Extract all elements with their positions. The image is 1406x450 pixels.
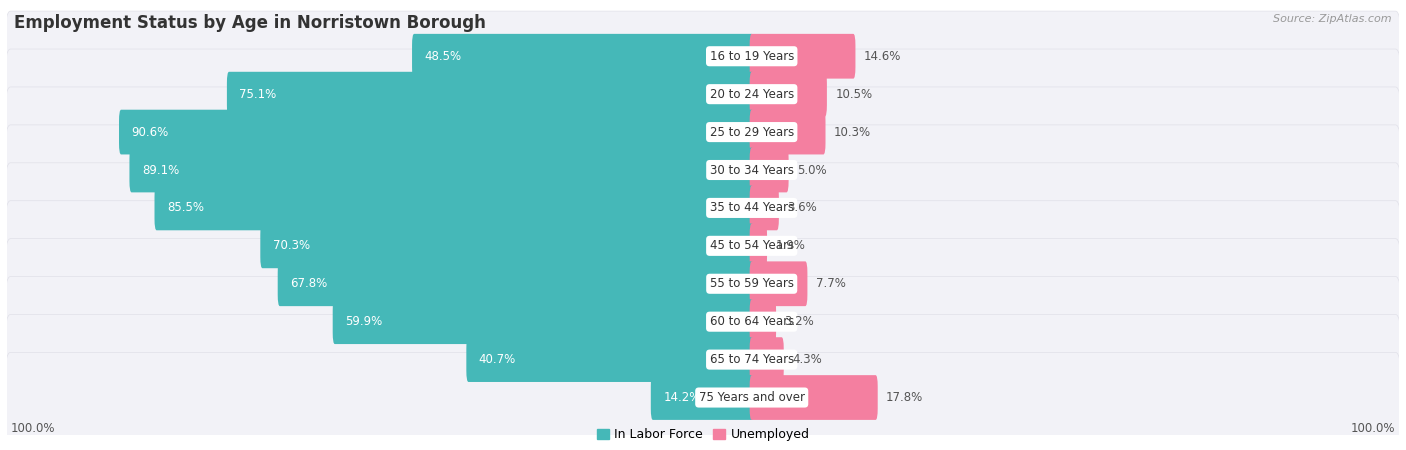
Text: 3.6%: 3.6% <box>787 202 817 214</box>
FancyBboxPatch shape <box>333 299 754 344</box>
Text: 7.7%: 7.7% <box>815 277 845 290</box>
Text: 16 to 19 Years: 16 to 19 Years <box>710 50 794 63</box>
Text: 40.7%: 40.7% <box>479 353 516 366</box>
Text: 14.2%: 14.2% <box>664 391 700 404</box>
Text: 10.3%: 10.3% <box>834 126 870 139</box>
Text: 17.8%: 17.8% <box>886 391 924 404</box>
Text: 55 to 59 Years: 55 to 59 Years <box>710 277 794 290</box>
Text: 60 to 64 Years: 60 to 64 Years <box>710 315 794 328</box>
FancyBboxPatch shape <box>651 375 754 420</box>
Text: 4.3%: 4.3% <box>792 353 823 366</box>
FancyBboxPatch shape <box>278 261 754 306</box>
FancyBboxPatch shape <box>129 148 754 193</box>
FancyBboxPatch shape <box>467 337 754 382</box>
FancyBboxPatch shape <box>4 49 1402 140</box>
Text: 90.6%: 90.6% <box>132 126 169 139</box>
Legend: In Labor Force, Unemployed: In Labor Force, Unemployed <box>592 423 814 446</box>
FancyBboxPatch shape <box>4 163 1402 253</box>
FancyBboxPatch shape <box>749 34 855 79</box>
Text: 48.5%: 48.5% <box>425 50 461 63</box>
FancyBboxPatch shape <box>120 110 754 154</box>
FancyBboxPatch shape <box>749 299 776 344</box>
FancyBboxPatch shape <box>749 148 789 193</box>
Text: 3.2%: 3.2% <box>785 315 814 328</box>
FancyBboxPatch shape <box>4 125 1402 215</box>
FancyBboxPatch shape <box>155 185 754 230</box>
Text: 5.0%: 5.0% <box>797 163 827 176</box>
FancyBboxPatch shape <box>749 224 768 268</box>
FancyBboxPatch shape <box>749 337 783 382</box>
Text: 45 to 54 Years: 45 to 54 Years <box>710 239 794 252</box>
Text: 20 to 24 Years: 20 to 24 Years <box>710 88 794 101</box>
Text: 89.1%: 89.1% <box>142 163 179 176</box>
FancyBboxPatch shape <box>749 375 877 420</box>
FancyBboxPatch shape <box>4 201 1402 291</box>
Text: 10.5%: 10.5% <box>835 88 872 101</box>
FancyBboxPatch shape <box>4 315 1402 405</box>
FancyBboxPatch shape <box>4 352 1402 443</box>
FancyBboxPatch shape <box>4 11 1402 101</box>
Text: 75.1%: 75.1% <box>239 88 277 101</box>
Text: 30 to 34 Years: 30 to 34 Years <box>710 163 794 176</box>
FancyBboxPatch shape <box>4 238 1402 329</box>
Text: 100.0%: 100.0% <box>1351 422 1396 435</box>
FancyBboxPatch shape <box>4 87 1402 177</box>
Text: 1.9%: 1.9% <box>775 239 806 252</box>
Text: 35 to 44 Years: 35 to 44 Years <box>710 202 794 214</box>
FancyBboxPatch shape <box>260 224 754 268</box>
FancyBboxPatch shape <box>749 261 807 306</box>
FancyBboxPatch shape <box>4 277 1402 367</box>
Text: 25 to 29 Years: 25 to 29 Years <box>710 126 794 139</box>
FancyBboxPatch shape <box>412 34 754 79</box>
Text: Employment Status by Age in Norristown Borough: Employment Status by Age in Norristown B… <box>14 14 486 32</box>
Text: 59.9%: 59.9% <box>346 315 382 328</box>
Text: 100.0%: 100.0% <box>10 422 55 435</box>
Text: 65 to 74 Years: 65 to 74 Years <box>710 353 794 366</box>
Text: 67.8%: 67.8% <box>290 277 328 290</box>
Text: 75 Years and over: 75 Years and over <box>699 391 804 404</box>
Text: Source: ZipAtlas.com: Source: ZipAtlas.com <box>1274 14 1392 23</box>
FancyBboxPatch shape <box>749 110 825 154</box>
Text: 14.6%: 14.6% <box>863 50 901 63</box>
Text: 70.3%: 70.3% <box>273 239 309 252</box>
FancyBboxPatch shape <box>749 185 779 230</box>
Text: 85.5%: 85.5% <box>167 202 204 214</box>
FancyBboxPatch shape <box>749 72 827 117</box>
FancyBboxPatch shape <box>226 72 754 117</box>
